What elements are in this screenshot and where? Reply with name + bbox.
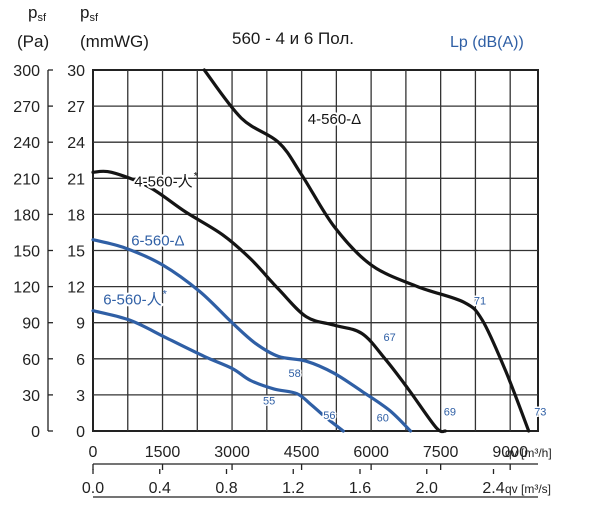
mmwg-tick-label: 9 xyxy=(76,316,85,333)
m3s-tick-label: 2.4 xyxy=(482,480,504,497)
m3s-tick-label: 1.6 xyxy=(349,480,371,497)
m3s-tick-label: 0.0 xyxy=(82,480,104,497)
series-line-4-560 xyxy=(202,68,531,433)
series-label-star: * xyxy=(163,289,168,301)
pa-tick-label: 60 xyxy=(22,352,40,369)
m3h-tick-label: 9000 xyxy=(492,444,528,461)
lp-annotation: 67 xyxy=(384,332,396,344)
m3s-tick-label: 1.2 xyxy=(282,480,304,497)
pa-tick-label: 210 xyxy=(13,171,40,188)
psf-pa-symbol: psf xyxy=(28,3,47,25)
m3h-tick-label: 7500 xyxy=(423,444,459,461)
lp-label: Lp (dB(A)) xyxy=(450,34,524,51)
pa-tick-label: 120 xyxy=(13,280,40,297)
series-label: 4-560-Δ xyxy=(308,111,361,128)
lp-annotation: 60 xyxy=(377,412,389,424)
m3s-tick-label: 2.0 xyxy=(416,480,438,497)
chart-title: 560 - 4 и 6 Пол. xyxy=(232,29,354,48)
series-label-star: * xyxy=(194,171,199,183)
pa-tick-label: 240 xyxy=(13,135,40,152)
mmwg-tick-label: 24 xyxy=(67,135,85,152)
mmwg-tick-label: 12 xyxy=(67,280,85,297)
m3h-tick-label: 6000 xyxy=(353,444,389,461)
series-label: 6-560-Δ xyxy=(131,233,184,250)
lp-annotation: 56 xyxy=(323,410,335,422)
series-line-4-560 xyxy=(91,169,447,434)
series-label: 4-560-人 xyxy=(134,174,192,191)
lp-annotation: 73 xyxy=(534,406,546,418)
series-line-6-560 xyxy=(91,238,413,433)
psf-mmwg-symbol: psf xyxy=(80,3,99,25)
pa-tick-label: 90 xyxy=(22,316,40,333)
mmwg-unit-label: (mmWG) xyxy=(80,32,149,51)
m3h-axis-label: qv [m³/h] xyxy=(505,446,552,460)
mmwg-tick-label: 21 xyxy=(67,171,85,188)
pa-unit-label: (Pa) xyxy=(17,32,50,51)
pa-tick-label: 0 xyxy=(31,424,40,441)
m3s-axis-label: qv [m³/s] xyxy=(505,482,551,496)
m3s-tick-label: 0.8 xyxy=(215,480,237,497)
m3h-tick-label: 3000 xyxy=(214,444,250,461)
lp-annotation: 71 xyxy=(474,296,486,308)
mmwg-tick-label: 6 xyxy=(76,352,85,369)
pa-tick-label: 300 xyxy=(13,63,40,80)
series-line-6-560 xyxy=(91,309,345,433)
series-label: 6-560-人 xyxy=(103,292,161,309)
mmwg-tick-label: 3 xyxy=(76,388,85,405)
lp-annotation: 55 xyxy=(263,396,275,408)
mmwg-tick-label: 18 xyxy=(67,207,85,224)
pa-tick-label: 180 xyxy=(13,207,40,224)
lp-annotation: 58 xyxy=(289,368,301,380)
m3h-tick-label: 0 xyxy=(89,444,98,461)
mmwg-tick-label: 0 xyxy=(76,424,85,441)
pa-tick-label: 150 xyxy=(13,244,40,261)
pa-tick-label: 30 xyxy=(22,388,40,405)
pa-tick-label: 270 xyxy=(13,99,40,116)
m3h-tick-label: 4500 xyxy=(284,444,320,461)
mmwg-tick-label: 27 xyxy=(67,99,85,116)
lp-annotation: 69 xyxy=(444,406,456,418)
mmwg-tick-label: 30 xyxy=(67,63,85,80)
m3h-tick-label: 1500 xyxy=(145,444,181,461)
m3s-tick-label: 0.4 xyxy=(149,480,171,497)
mmwg-tick-label: 15 xyxy=(67,244,85,261)
